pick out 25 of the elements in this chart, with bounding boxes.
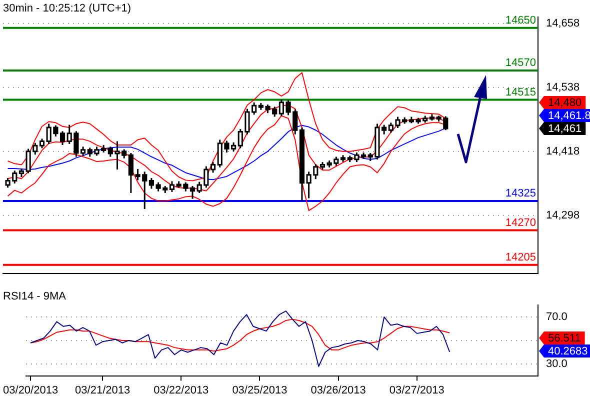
text: 40.2683 [548,346,588,358]
y-tick-label: 30.0 [546,358,568,370]
text: 14,461 [548,123,582,136]
x-tick-label: 03/21/2013 [75,384,130,396]
x-tick-label: 03/20/2013 [3,384,58,396]
ref-line-label: 14570 [505,56,536,69]
x-tick-label: 03/27/2013 [389,384,444,396]
y-tick-label: 14,298 [546,209,580,222]
text: 14,480 [548,97,582,110]
y-tick-label: 14,538 [546,82,580,94]
ref-line-label: 14205 [505,251,536,264]
ref-line-label: 14325 [505,187,536,200]
ref-line-label: 14270 [505,216,536,229]
x-tick-label: 03/26/2013 [310,384,366,396]
chart-title: 30min - 10:25:12 (UTC+1) [3,2,132,15]
text: 56.511 [548,332,581,345]
x-tick-label: 03/22/2013 [154,384,209,396]
text: 14,461.8 [548,110,590,122]
ref-line-label: 14650 [505,14,536,26]
y-tick-label: 14,658 [546,18,580,30]
chart-title: RSI14 - 9MA [3,290,67,303]
y-tick-label: 14,418 [546,145,580,158]
y-tick-label: 70.0 [546,311,568,323]
ref-line-label: 14515 [505,86,536,98]
x-tick-label: 03/25/2013 [232,384,288,396]
